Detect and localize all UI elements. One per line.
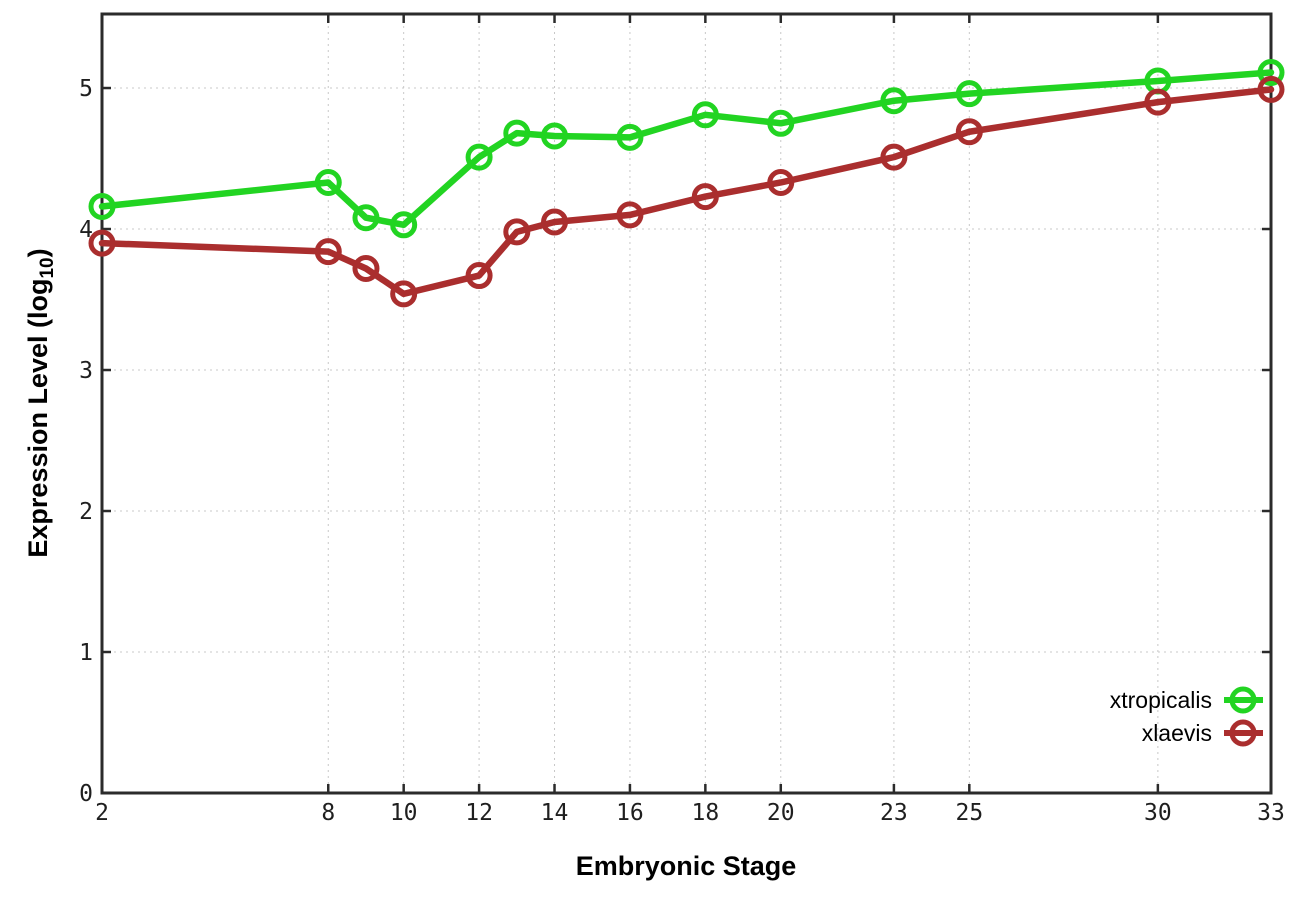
data-point-xtropicalis <box>691 101 719 129</box>
data-point-xlaevis <box>767 168 795 196</box>
data-point-xlaevis <box>955 118 983 146</box>
y-tick-label: 5 <box>79 76 93 102</box>
data-point-xtropicalis <box>352 204 380 232</box>
data-point-xlaevis <box>465 262 493 290</box>
data-point-xtropicalis <box>541 122 569 150</box>
x-tick-label: 12 <box>465 800 493 826</box>
data-point-xlaevis <box>390 280 418 308</box>
data-point-xlaevis <box>352 254 380 282</box>
legend-marker-xlaevis <box>1229 719 1257 747</box>
x-tick-label: 16 <box>616 800 644 826</box>
data-point-xtropicalis <box>1257 59 1285 87</box>
x-tick-label: 30 <box>1144 800 1172 826</box>
x-tick-label: 14 <box>541 800 569 826</box>
data-point-xlaevis <box>691 183 719 211</box>
x-axis-title: Embryonic Stage <box>575 851 797 881</box>
data-point-xlaevis <box>503 218 531 246</box>
data-point-xtropicalis <box>465 143 493 171</box>
plot-border <box>100 12 1273 795</box>
x-tick-label: 20 <box>767 800 795 826</box>
data-point-xtropicalis <box>88 192 116 220</box>
data-point-xlaevis <box>541 208 569 236</box>
x-tick-label: 2 <box>95 800 109 826</box>
x-tick-label: 8 <box>321 800 335 826</box>
y-axis-title-subscript: 10 <box>37 257 59 279</box>
data-point-xlaevis <box>1257 75 1285 103</box>
y-axis-title: Expression Level (log10) <box>23 248 59 557</box>
x-tick-label: 33 <box>1257 800 1285 826</box>
x-tick-label: 10 <box>390 800 418 826</box>
y-tick-label: 1 <box>79 640 93 666</box>
y-tick-label: 3 <box>79 358 93 384</box>
data-point-xlaevis <box>314 238 342 266</box>
y-axis-title-suffix: ) <box>22 248 53 258</box>
y-axis-title-text: Expression Level (log <box>22 278 53 558</box>
x-tick-label: 23 <box>880 800 908 826</box>
data-point-xtropicalis <box>767 109 795 137</box>
y-tick-label: 2 <box>79 499 93 525</box>
data-point-xtropicalis <box>880 87 908 115</box>
x-tick-label: 25 <box>955 800 983 826</box>
legend-label-xtropicalis: xtropicalis <box>1110 687 1212 713</box>
data-point-xtropicalis <box>955 80 983 108</box>
data-point-xtropicalis <box>314 168 342 196</box>
x-tick-label: 18 <box>692 800 720 826</box>
data-point-xtropicalis <box>616 123 644 151</box>
data-point-xlaevis <box>88 229 116 257</box>
y-tick-label: 0 <box>79 781 93 807</box>
data-point-xtropicalis <box>390 211 418 239</box>
data-point-xtropicalis <box>503 119 531 147</box>
legend-marker-xtropicalis <box>1229 686 1257 714</box>
data-point-xlaevis <box>880 143 908 171</box>
data-point-xlaevis <box>1144 88 1172 116</box>
data-point-xlaevis <box>616 201 644 229</box>
legend-label-xlaevis: xlaevis <box>1142 720 1212 746</box>
y-tick-label: 4 <box>79 217 93 243</box>
